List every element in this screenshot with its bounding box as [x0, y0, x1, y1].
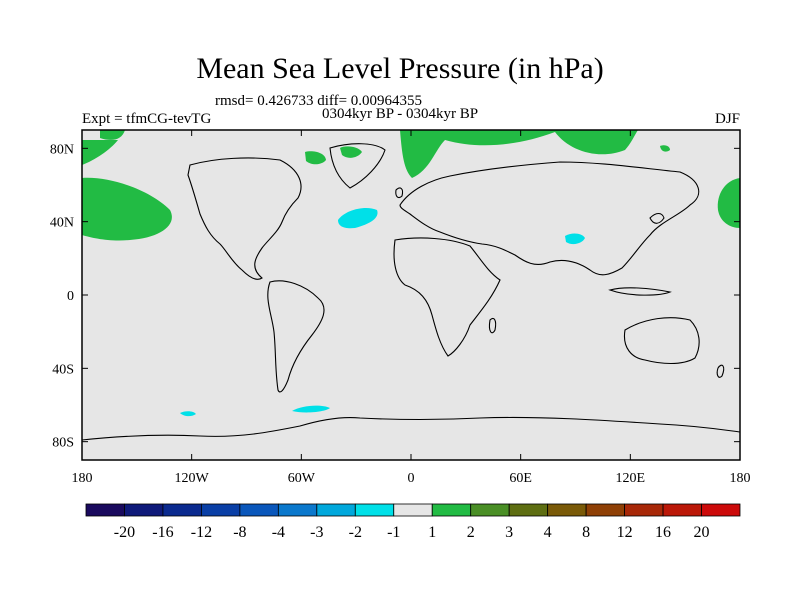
- greenland-outline: [329, 143, 386, 189]
- colorbar-swatch: [354, 503, 395, 517]
- colorbar-label: -3: [310, 524, 323, 541]
- colorbar-label: -16: [152, 524, 173, 541]
- map-title: Mean Sea Level Pressure (in hPa): [196, 52, 604, 85]
- colorbar-swatch: [701, 503, 741, 517]
- lon-tick-label: 0: [408, 471, 415, 486]
- colorbar-label: 12: [617, 524, 633, 541]
- latitude-axis: 80N 40N 0 40S 80S: [50, 142, 740, 451]
- negative-anomaly-regions: [180, 208, 585, 417]
- colorbar-swatch: [624, 503, 664, 517]
- colorbar-label: -2: [349, 524, 362, 541]
- experiment-label: Expt = tfmCG-tevTG: [82, 111, 212, 127]
- lat-tick-label: 0: [67, 289, 74, 304]
- colorbar-label: 4: [544, 524, 552, 541]
- positive-anomaly-regions: [82, 130, 740, 241]
- lon-tick-label: 180: [72, 471, 93, 486]
- colorbar-label: 3: [505, 524, 513, 541]
- colorbar: -20 -16 -12 -8 -4 -3 -2 -1 1 2 3 4 8 12 16 20: [85, 503, 741, 541]
- colorbar-swatch: [508, 503, 549, 517]
- lon-tick-label: 120E: [616, 471, 646, 486]
- australia-outline: [623, 317, 700, 365]
- colorbar-label: -8: [233, 524, 246, 541]
- lat-tick-label: 40S: [52, 362, 74, 377]
- colorbar-swatch: [585, 503, 625, 517]
- madagascar-outline: [488, 317, 497, 334]
- colorbar-swatch: [124, 503, 164, 517]
- colorbar-swatch: [470, 503, 510, 517]
- colorbar-swatch: [662, 503, 702, 517]
- lon-tick-label: 60E: [509, 471, 532, 486]
- lat-tick-label: 40N: [50, 216, 74, 231]
- colorbar-swatch: [547, 503, 587, 517]
- longitude-axis: 180 120W 60W 0 60E 120E 180: [72, 130, 751, 486]
- colorbar-label: 2: [467, 524, 475, 541]
- lon-tick-label: 60W: [288, 471, 316, 486]
- new-zealand-outline: [716, 364, 725, 378]
- north-america-outline: [187, 157, 302, 280]
- colorbar-swatch: [162, 503, 202, 517]
- eurasia-outline: [399, 161, 700, 276]
- africa-outline: [393, 237, 501, 357]
- lat-tick-label: 80S: [52, 436, 74, 451]
- south-america-outline: [267, 280, 325, 393]
- colorbar-label: 8: [582, 524, 590, 541]
- colorbar-swatch: [201, 503, 241, 517]
- colorbar-label: -1: [387, 524, 400, 541]
- lat-tick-label: 80N: [50, 142, 74, 157]
- uk-outline: [395, 187, 404, 199]
- lon-tick-label: 180: [730, 471, 751, 486]
- colorbar-label: 1: [428, 524, 436, 541]
- colorbar-swatch: [393, 503, 433, 517]
- colorbar-label: 20: [694, 524, 710, 541]
- colorbar-swatch: [239, 503, 279, 517]
- colorbar-label: -20: [114, 524, 135, 541]
- season-label: DJF: [714, 111, 740, 127]
- period-line: 0304kyr BP - 0304kyr BP: [322, 106, 479, 122]
- coastlines: [81, 143, 741, 441]
- antarctica-outline: [81, 416, 741, 441]
- stats-line: rmsd= 0.426733 diff= 0.00964355: [215, 93, 423, 109]
- indonesia-outline: [608, 287, 672, 296]
- colorbar-swatch: [431, 503, 472, 517]
- lon-tick-label: 120W: [175, 471, 210, 486]
- colorbar-label: 16: [655, 524, 671, 541]
- colorbar-swatch: [85, 503, 125, 517]
- colorbar-swatch: [316, 503, 356, 517]
- colorbar-swatch: [277, 503, 318, 517]
- colorbar-label: -12: [191, 524, 212, 541]
- colorbar-label: -4: [272, 524, 285, 541]
- japan-outline: [649, 212, 665, 224]
